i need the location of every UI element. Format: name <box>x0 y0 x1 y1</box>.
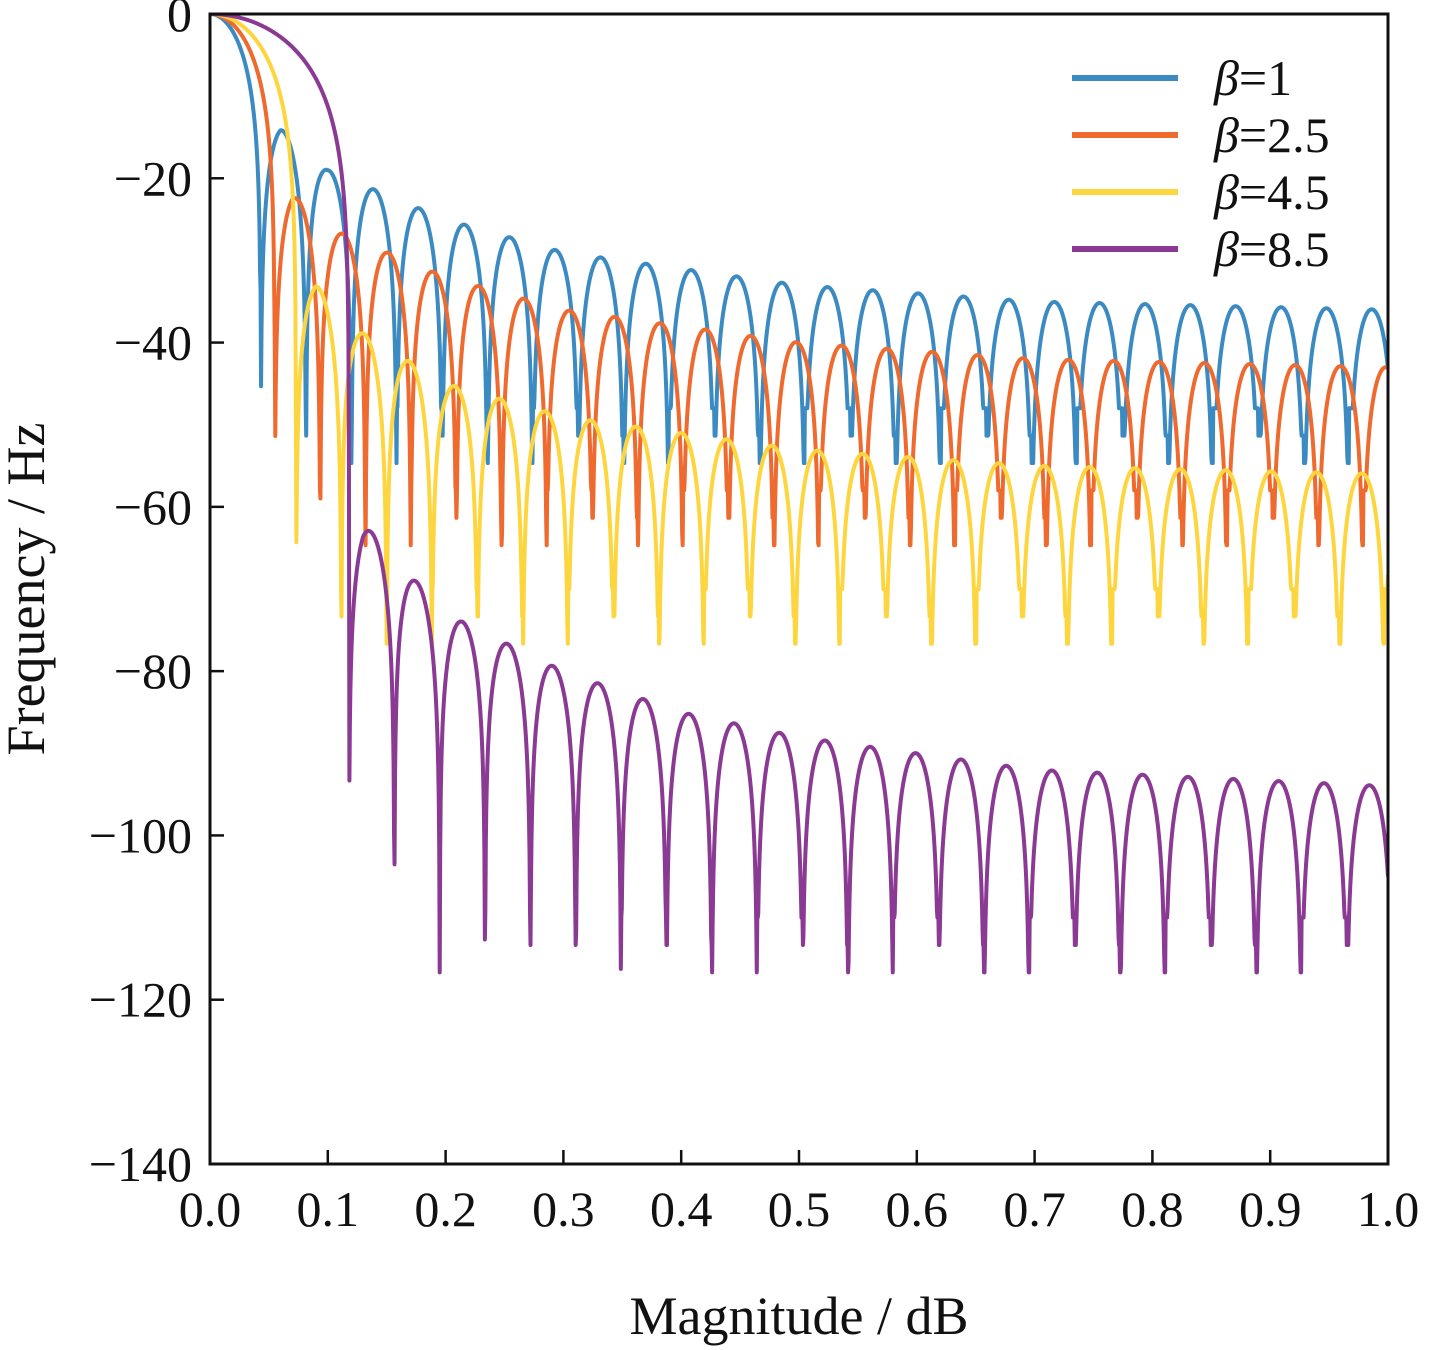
legend-beta-value: =4.5 <box>1239 164 1330 220</box>
series-layer <box>210 14 1388 975</box>
legend-beta-value: =1 <box>1239 50 1292 106</box>
legend-beta-symbol: β <box>1213 107 1239 163</box>
legend-label-3: β=4.5 <box>1213 164 1330 220</box>
y-tick-label: −120 <box>89 972 192 1028</box>
legend-label-2: β=2.5 <box>1213 107 1330 163</box>
legend-beta-symbol: β <box>1213 164 1239 220</box>
x-tick-label: 0.9 <box>1239 1181 1302 1237</box>
series-line-3 <box>210 14 1388 646</box>
x-tick-label: 0.0 <box>179 1181 242 1237</box>
legend-label-4: β=8.5 <box>1213 221 1330 277</box>
series-line-4 <box>210 14 1388 975</box>
x-tick-label: 0.4 <box>650 1181 713 1237</box>
y-tick-label: −100 <box>89 807 192 863</box>
legend-beta-value: =2.5 <box>1239 107 1330 163</box>
x-tick-label: 0.7 <box>1003 1181 1066 1237</box>
y-axis-title: Frequency / Hz <box>0 423 56 756</box>
x-tick-label: 0.5 <box>768 1181 831 1237</box>
x-tick-label: 0.2 <box>414 1181 477 1237</box>
y-tick-label: −40 <box>114 315 192 371</box>
x-tick-label: 0.1 <box>297 1181 360 1237</box>
plot-frame <box>208 12 1390 1166</box>
x-tick-label: 0.6 <box>886 1181 949 1237</box>
y-tick-label: −60 <box>114 479 192 535</box>
y-tick-label: −140 <box>89 1136 192 1192</box>
legend-beta-value: =8.5 <box>1239 221 1330 277</box>
ticks-layer: 0.0 0.1 0.2 0.3 0.4 0.5 0.6 0.7 0.8 0.9 1.0 0 −20 −40… <box>89 0 1419 1237</box>
y-tick-label: −80 <box>114 643 192 699</box>
series-line-2 <box>210 14 1388 548</box>
y-tick-label: −20 <box>114 150 192 206</box>
x-tick-label: 1.0 <box>1357 1181 1420 1237</box>
legend-beta-symbol: β <box>1213 221 1239 277</box>
x-tick-label: 0.3 <box>532 1181 595 1237</box>
legend-label-1: β=1 <box>1213 50 1292 106</box>
x-axis-title: Magnitude / dB <box>630 1286 969 1346</box>
legend-beta-symbol: β <box>1213 50 1239 106</box>
legend: β=1β=2.5β=4.5β=8.5 <box>1072 50 1330 277</box>
x-tick-label: 0.8 <box>1121 1181 1184 1237</box>
series-line-1 <box>210 14 1388 466</box>
y-tick-label: 0 <box>167 0 192 42</box>
